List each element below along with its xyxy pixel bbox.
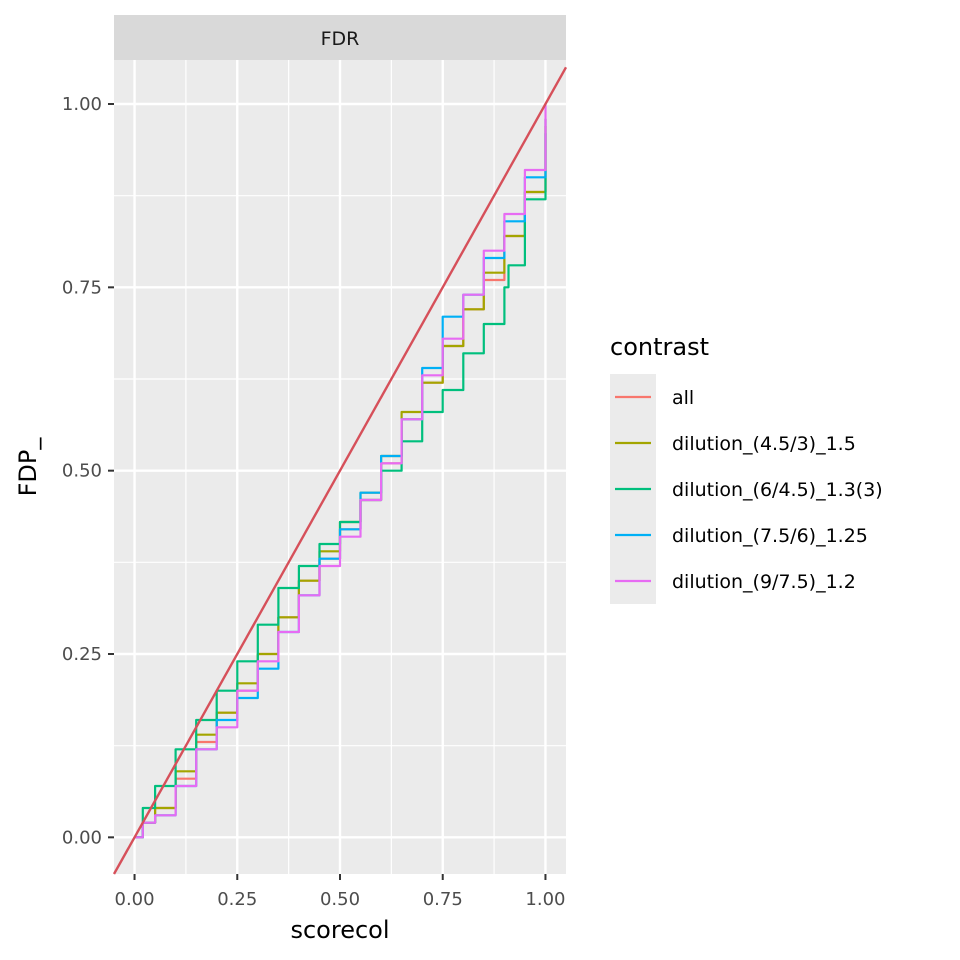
y-tick-label-2: 0.50 bbox=[62, 461, 102, 482]
legend-label-3: dilution_(7.5/6)_1.25 bbox=[672, 525, 868, 547]
x-tick-label-1: 0.25 bbox=[217, 889, 257, 910]
legend-title: contrast bbox=[610, 333, 709, 361]
y-tick-label-4: 1.00 bbox=[62, 94, 102, 115]
y-axis-title: FDP_ bbox=[14, 437, 42, 497]
legend-label-2: dilution_(6/4.5)_1.3(3) bbox=[672, 479, 883, 501]
legend: contrast all dilution_(4.5/3)_1.5 dilution… bbox=[610, 333, 883, 604]
x-tick-label-2: 0.50 bbox=[320, 889, 360, 910]
y-tick-label-1: 0.25 bbox=[62, 644, 102, 665]
x-tick-label-0: 0.00 bbox=[115, 889, 155, 910]
x-axis: 0.00 0.25 0.50 0.75 1.00 bbox=[115, 874, 565, 910]
legend-label-4: dilution_(9/7.5)_1.2 bbox=[672, 571, 856, 593]
x-axis-title: scorecol bbox=[290, 916, 389, 944]
identity-reference-line bbox=[112, 66, 568, 875]
facet-label: FDR bbox=[321, 28, 360, 50]
legend-label-1: dilution_(4.5/3)_1.5 bbox=[672, 433, 856, 455]
x-tick-label-4: 1.00 bbox=[525, 889, 565, 910]
y-axis: 0.00 0.25 0.50 0.75 1.00 bbox=[62, 94, 114, 848]
series-lines bbox=[134, 104, 547, 839]
facet-strip bbox=[114, 15, 566, 60]
x-tick-label-3: 0.75 bbox=[423, 889, 463, 910]
y-tick-label-3: 0.75 bbox=[62, 277, 102, 298]
major-gridlines bbox=[114, 60, 566, 874]
series-line-4 bbox=[134, 104, 547, 839]
y-tick-label-0: 0.00 bbox=[62, 827, 102, 848]
legend-label-0: all bbox=[672, 387, 694, 409]
series-line-2 bbox=[134, 133, 547, 839]
